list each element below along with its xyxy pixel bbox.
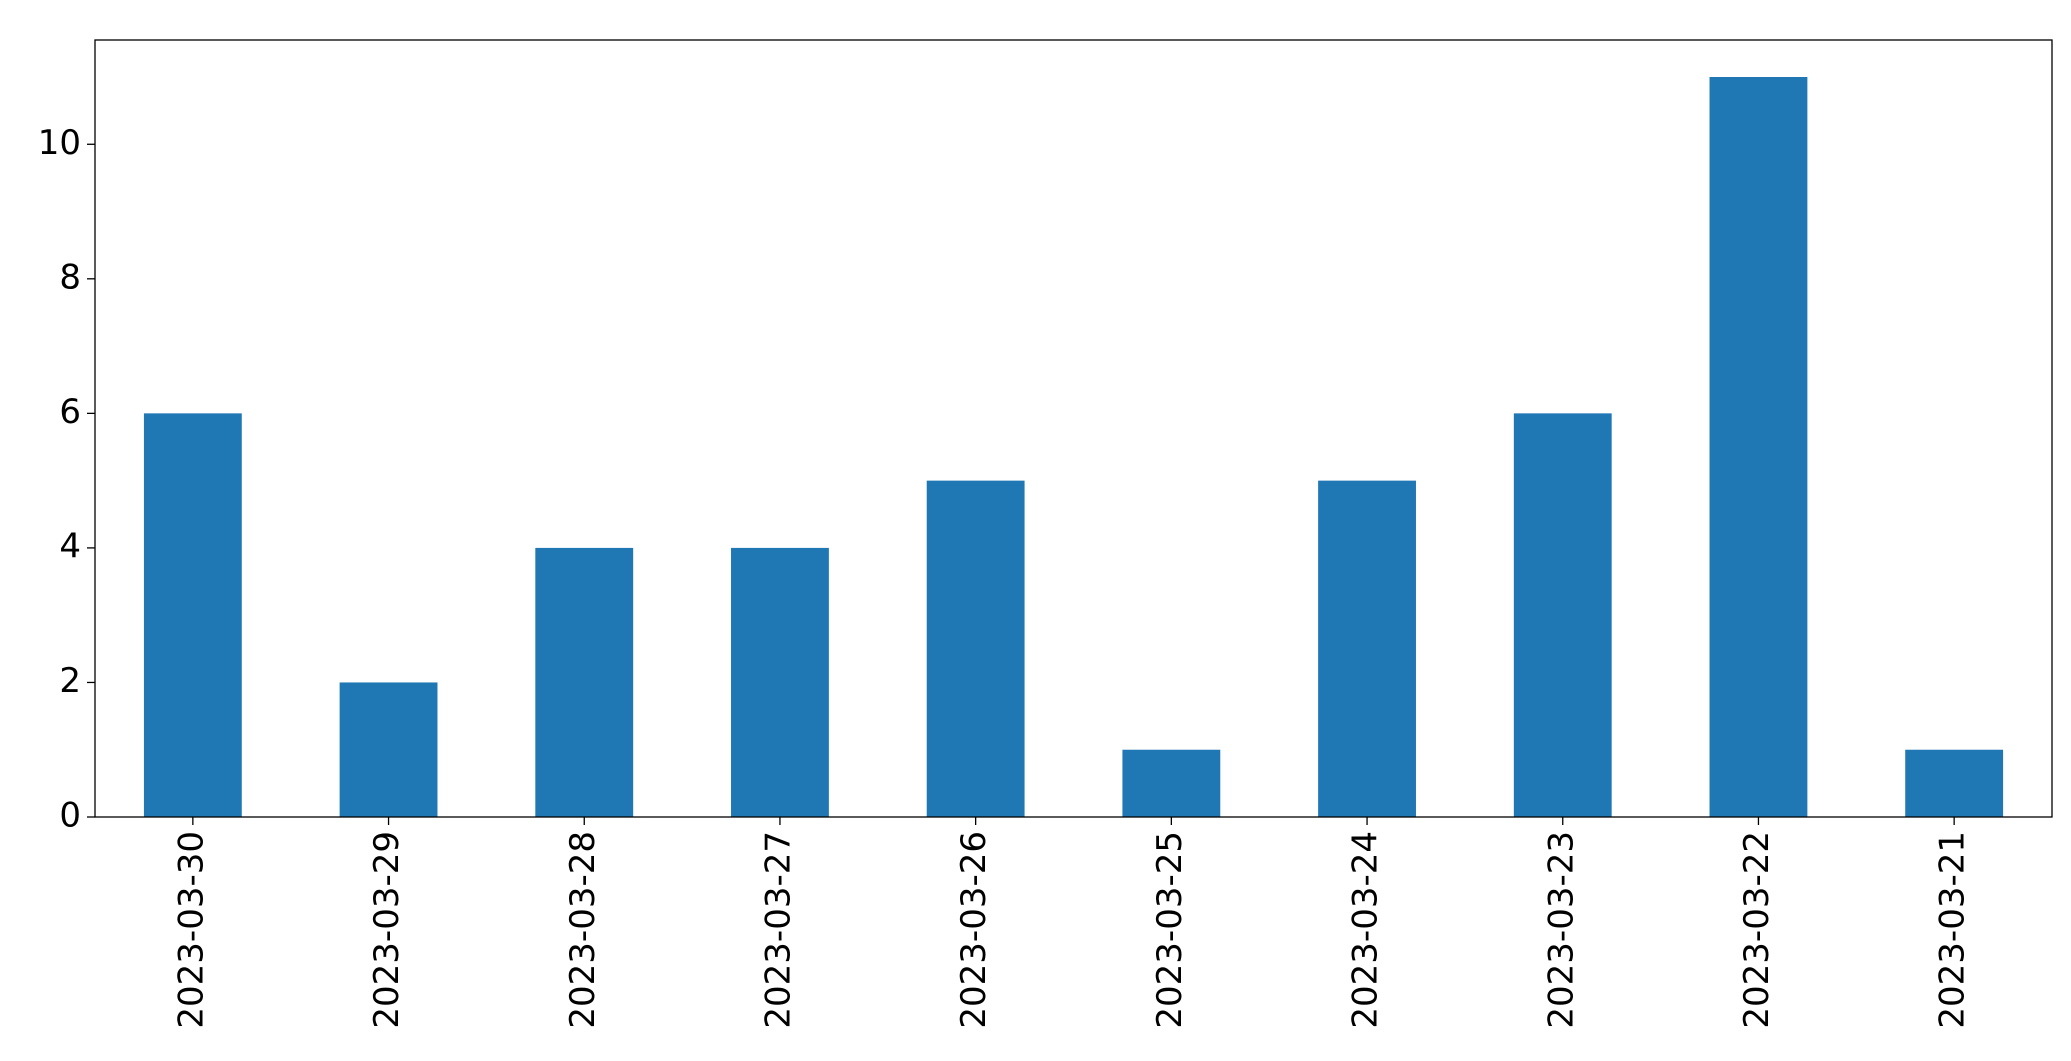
bar [143, 413, 242, 817]
y-tick-label: 10 [38, 123, 81, 163]
y-tick-label: 6 [59, 392, 81, 432]
bar [1318, 480, 1416, 817]
x-tick-label: 2023-03-22 [1737, 831, 1777, 1029]
x-tick-label: 2023-03-30 [171, 831, 211, 1029]
bar [1905, 749, 2004, 817]
x-tick-label: 2023-03-28 [563, 831, 603, 1029]
x-tick-label: 2023-03-24 [1346, 831, 1386, 1029]
bar [1709, 77, 1808, 817]
bar [535, 547, 634, 817]
y-tick-label: 8 [59, 257, 81, 297]
x-tick-label: 2023-03-27 [758, 831, 798, 1029]
y-tick-label: 2 [59, 661, 81, 701]
x-tick-label: 2023-03-26 [954, 831, 994, 1029]
x-tick-label: 2023-03-21 [1933, 831, 1973, 1029]
x-tick-label: 2023-03-25 [1150, 831, 1190, 1029]
y-tick-label: 4 [59, 526, 81, 566]
y-tick-label: 0 [59, 796, 81, 836]
bar [1513, 413, 1612, 817]
bar [339, 682, 438, 817]
x-tick-label: 2023-03-29 [367, 831, 407, 1029]
plot-frame [94, 39, 2053, 818]
bar [731, 547, 829, 817]
bar [926, 480, 1025, 817]
bar [1122, 749, 1221, 817]
x-tick-label: 2023-03-23 [1541, 831, 1581, 1029]
